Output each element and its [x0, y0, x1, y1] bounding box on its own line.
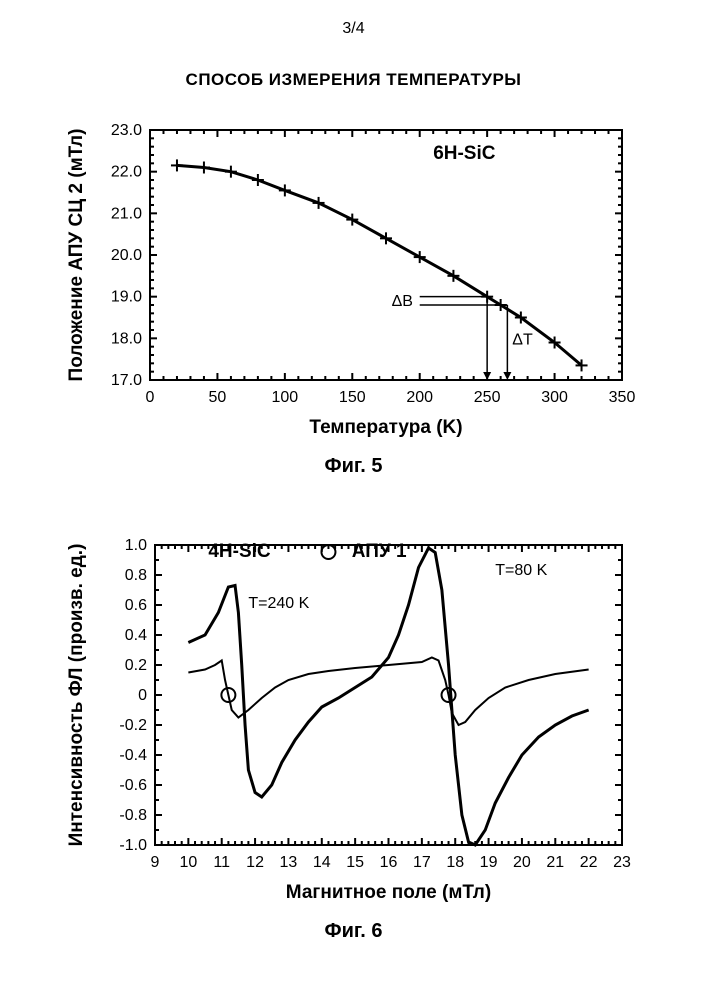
- svg-text:0: 0: [146, 389, 155, 406]
- svg-text:20.0: 20.0: [111, 247, 142, 264]
- fig6-caption: Фиг. 6: [60, 920, 647, 943]
- figure-6: 9 10 11 12 13 14 15 16 17 18 19 20 21 22 23 -1.0 -0.8 -0.…: [60, 530, 647, 950]
- svg-text:Положение АПУ СЦ 2 (мТл): Положение АПУ СЦ 2 (мТл): [66, 129, 87, 382]
- svg-text:12: 12: [246, 854, 264, 871]
- svg-text:19: 19: [480, 854, 498, 871]
- svg-text:0.8: 0.8: [125, 567, 147, 584]
- svg-text:T=240 K: T=240 K: [248, 595, 309, 612]
- svg-text:10: 10: [179, 854, 197, 871]
- svg-text:Температура (K): Температура (K): [309, 417, 462, 438]
- figure-5: 0 50 100 150 200 250 300 350 17.0 18.0 19.0 20.0 21.…: [60, 115, 647, 485]
- svg-text:-0.4: -0.4: [119, 747, 147, 764]
- svg-text:11: 11: [213, 854, 230, 871]
- svg-text:Интенсивность ФЛ (произв. ед.): Интенсивность ФЛ (произв. ед.): [66, 544, 87, 847]
- svg-text:0.6: 0.6: [125, 597, 147, 614]
- svg-text:4H-SiC: 4H-SiC: [208, 541, 271, 562]
- svg-text:ΔT: ΔT: [512, 332, 533, 349]
- svg-text:18.0: 18.0: [111, 330, 142, 347]
- svg-text:Магнитное поле (мТл): Магнитное поле (мТл): [286, 882, 491, 903]
- svg-text:350: 350: [609, 389, 636, 406]
- svg-text:-0.2: -0.2: [119, 717, 147, 734]
- svg-text:15: 15: [346, 854, 364, 871]
- svg-text:50: 50: [209, 389, 227, 406]
- svg-text:200: 200: [406, 389, 433, 406]
- svg-text:-1.0: -1.0: [119, 837, 147, 854]
- svg-text:22.0: 22.0: [111, 164, 142, 181]
- svg-text:14: 14: [313, 854, 331, 871]
- page-number: 3/4: [0, 20, 707, 38]
- svg-text:20: 20: [513, 854, 531, 871]
- svg-text:13: 13: [280, 854, 298, 871]
- fig5-chart: 0 50 100 150 200 250 300 350 17.0 18.0 19.0 20.0 21.…: [60, 115, 647, 445]
- svg-text:6H-SiC: 6H-SiC: [433, 143, 496, 164]
- svg-text:300: 300: [541, 389, 568, 406]
- page-title: СПОСОБ ИЗМЕРЕНИЯ ТЕМПЕРАТУРЫ: [0, 70, 707, 90]
- svg-text:100: 100: [272, 389, 299, 406]
- svg-text:АПУ 1: АПУ 1: [352, 541, 407, 562]
- svg-text:23: 23: [613, 854, 631, 871]
- svg-text:-0.6: -0.6: [119, 777, 147, 794]
- svg-text:23.0: 23.0: [111, 122, 142, 139]
- svg-text:ΔB: ΔB: [392, 293, 413, 310]
- svg-text:0.4: 0.4: [125, 627, 147, 644]
- svg-text:17.0: 17.0: [111, 372, 142, 389]
- svg-text:1.0: 1.0: [125, 537, 147, 554]
- svg-text:16: 16: [380, 854, 398, 871]
- fig6-chart: 9 10 11 12 13 14 15 16 17 18 19 20 21 22 23 -1.0 -0.8 -0.…: [60, 530, 647, 910]
- svg-text:22: 22: [580, 854, 598, 871]
- svg-text:0: 0: [138, 687, 147, 704]
- svg-text:19.0: 19.0: [111, 289, 142, 306]
- svg-text:18: 18: [446, 854, 464, 871]
- svg-text:250: 250: [474, 389, 501, 406]
- svg-text:21: 21: [546, 854, 564, 871]
- svg-text:17: 17: [413, 854, 431, 871]
- svg-text:0.2: 0.2: [125, 657, 147, 674]
- svg-text:T=80 K: T=80 K: [495, 562, 547, 579]
- svg-text:21.0: 21.0: [111, 205, 142, 222]
- svg-text:150: 150: [339, 389, 366, 406]
- svg-text:-0.8: -0.8: [119, 807, 147, 824]
- svg-text:9: 9: [151, 854, 160, 871]
- fig5-caption: Фиг. 5: [60, 455, 647, 478]
